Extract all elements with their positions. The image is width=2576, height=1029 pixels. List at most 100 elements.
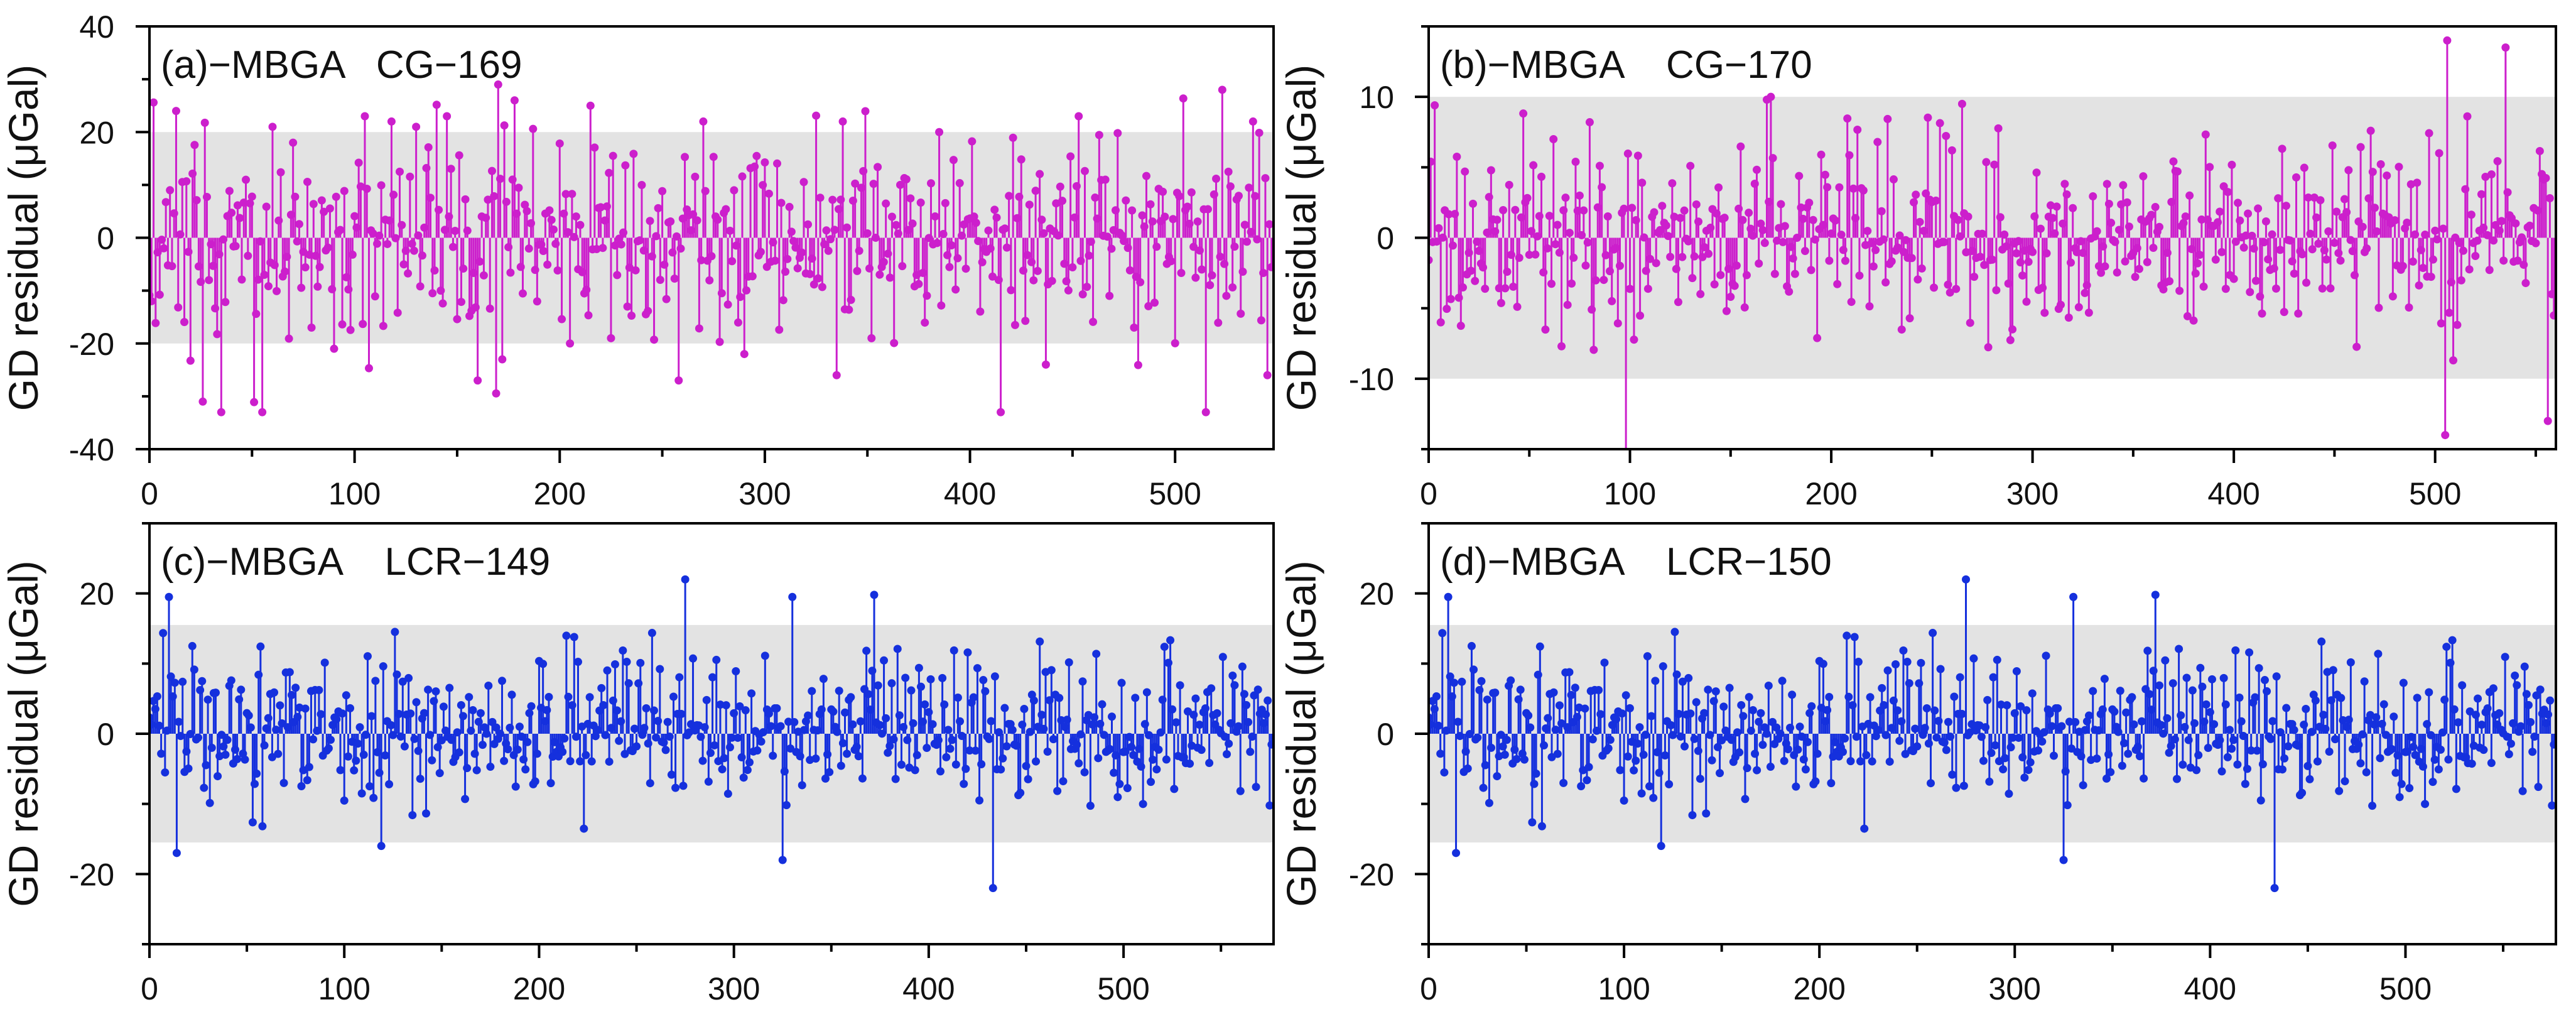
data-point — [867, 334, 876, 342]
data-point — [1125, 266, 1134, 275]
data-point — [892, 220, 901, 229]
data-point — [205, 276, 214, 285]
data-point — [529, 124, 538, 133]
data-point — [200, 118, 209, 127]
data-point — [2259, 238, 2268, 247]
data-point — [1721, 726, 1730, 735]
data-point — [1825, 256, 1834, 265]
data-point — [1442, 305, 1451, 313]
data-point — [2256, 796, 2265, 805]
data-point — [522, 207, 531, 215]
data-point — [1438, 629, 1447, 638]
data-point — [2067, 258, 2075, 267]
data-point — [2045, 709, 2054, 718]
data-point — [1899, 646, 1908, 655]
data-point — [576, 757, 585, 766]
data-point — [1889, 175, 1898, 184]
data-point — [507, 690, 516, 699]
data-point — [1581, 704, 1589, 713]
data-point — [1606, 736, 1615, 744]
data-point — [968, 137, 977, 146]
x-tick-label: 0 — [141, 476, 158, 511]
data-point — [1785, 287, 1794, 296]
data-point — [301, 263, 310, 272]
data-point — [1581, 261, 1590, 270]
data-point — [956, 717, 965, 726]
data-point — [1091, 193, 1100, 202]
data-point — [2201, 130, 2210, 139]
data-point — [1841, 256, 1850, 265]
data-point — [666, 217, 675, 226]
data-point — [1696, 775, 1704, 783]
data-point — [1161, 212, 1169, 221]
data-point — [2443, 36, 2452, 45]
data-point — [955, 179, 964, 188]
stem-series — [149, 575, 1274, 893]
data-point — [1768, 154, 1777, 163]
data-point — [2458, 681, 2467, 690]
data-point — [882, 714, 890, 722]
data-point — [414, 231, 423, 240]
data-point — [424, 685, 433, 694]
data-point — [2167, 741, 2175, 750]
data-point — [2473, 236, 2482, 245]
data-point — [882, 199, 890, 208]
data-point — [1719, 702, 1728, 711]
data-point — [1957, 99, 1966, 108]
data-point — [2276, 246, 2285, 254]
data-point — [971, 219, 980, 227]
data-point — [1613, 319, 1622, 328]
data-point — [295, 220, 303, 229]
data-point — [1107, 244, 1116, 253]
data-point — [847, 295, 855, 304]
data-point — [2330, 735, 2339, 744]
data-point — [748, 272, 757, 281]
data-point — [2418, 264, 2427, 273]
data-point — [2336, 256, 2345, 265]
data-point — [1549, 134, 1558, 143]
data-point — [1797, 203, 1805, 212]
data-point — [1010, 320, 1019, 329]
data-point — [2060, 180, 2069, 188]
data-point — [1561, 193, 1570, 202]
data-point — [847, 693, 855, 702]
data-point — [2092, 754, 2101, 763]
data-point — [2012, 249, 2021, 258]
data-point — [2428, 255, 2437, 264]
data-point — [1996, 213, 2005, 222]
data-point — [563, 228, 572, 237]
data-point — [976, 307, 985, 316]
data-point — [2467, 760, 2476, 768]
data-point — [1113, 129, 1122, 138]
data-point — [1983, 695, 1992, 704]
data-point — [350, 766, 359, 775]
data-point — [2155, 681, 2163, 690]
data-point — [2101, 262, 2109, 271]
data-point — [644, 307, 652, 315]
panel-title: (b)−MBGA CG−170 — [1440, 43, 1812, 87]
data-point — [2531, 239, 2540, 248]
data-point — [1432, 692, 1441, 701]
data-point — [1684, 237, 1692, 246]
data-point — [906, 194, 915, 203]
data-point — [2118, 761, 2126, 770]
data-point — [223, 736, 232, 744]
data-point — [393, 308, 402, 317]
data-point — [562, 631, 571, 640]
data-point — [2513, 256, 2522, 265]
data-point — [1932, 196, 1940, 205]
data-point — [561, 190, 570, 199]
data-point — [2001, 754, 2010, 763]
data-point — [1029, 276, 1038, 285]
data-point — [2227, 160, 2236, 169]
data-point — [1911, 724, 1920, 733]
data-point — [656, 665, 664, 673]
data-point — [1952, 783, 1961, 792]
data-point — [2223, 753, 2232, 761]
data-point — [747, 689, 756, 698]
data-point — [2216, 207, 2224, 216]
data-point — [757, 737, 766, 746]
data-point — [1541, 325, 1550, 334]
data-point — [1068, 263, 1077, 272]
data-point — [841, 708, 850, 717]
